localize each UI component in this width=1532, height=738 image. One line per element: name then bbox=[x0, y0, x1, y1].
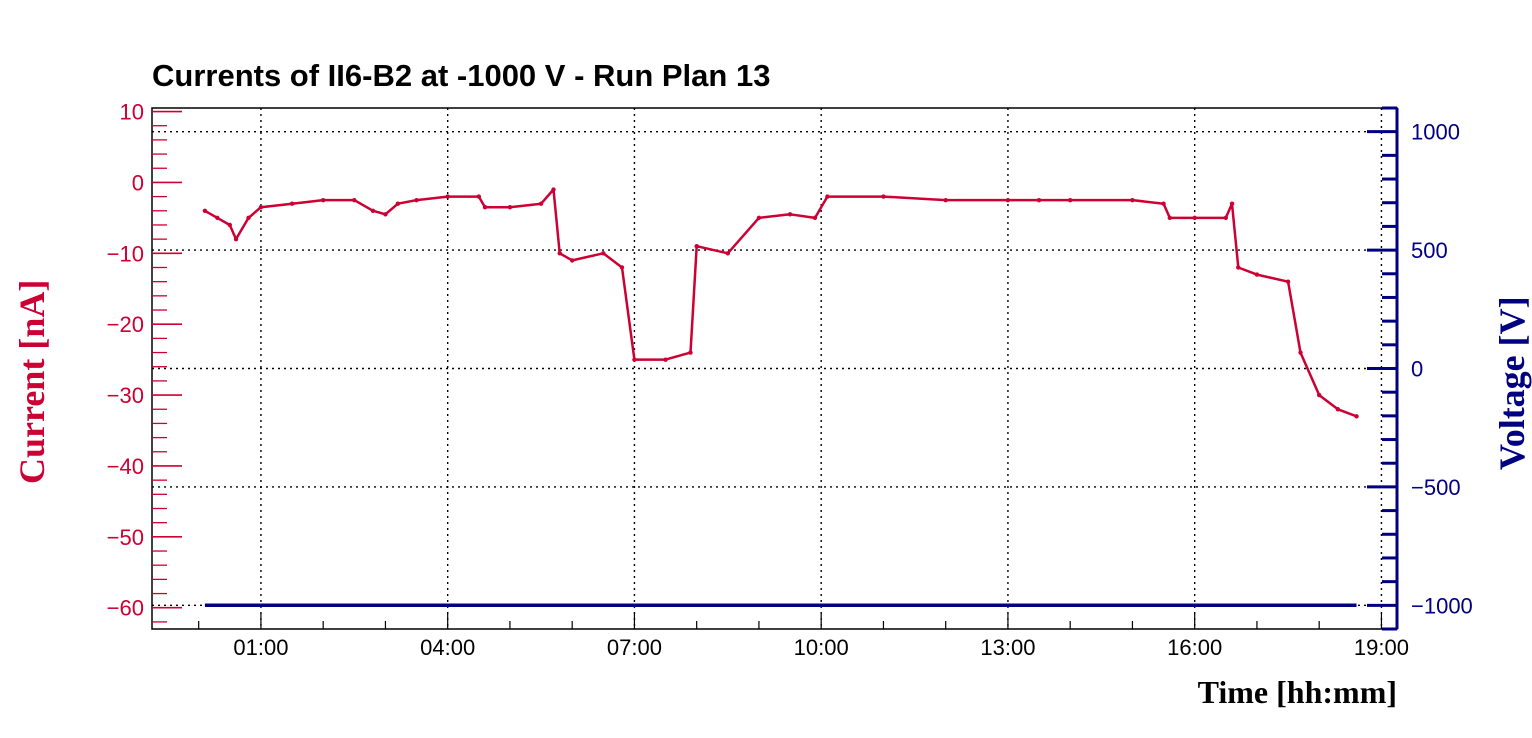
x-tick-label: 10:00 bbox=[794, 635, 849, 660]
current-point bbox=[507, 205, 513, 210]
current-point bbox=[482, 205, 488, 210]
current-point bbox=[557, 251, 562, 256]
current-point bbox=[1254, 272, 1260, 277]
current-point bbox=[233, 236, 239, 242]
current-point bbox=[1067, 197, 1073, 203]
current-point bbox=[943, 197, 948, 203]
current-point bbox=[1036, 197, 1042, 203]
y-right-tick-label: −1000 bbox=[1411, 593, 1473, 618]
current-point bbox=[1229, 201, 1235, 206]
current-point bbox=[881, 194, 886, 199]
x-tick-label: 16:00 bbox=[1167, 635, 1222, 660]
current-point bbox=[383, 212, 388, 217]
y-right-tick-label: 1000 bbox=[1411, 120, 1460, 145]
current-point bbox=[825, 194, 830, 199]
grid bbox=[152, 108, 1397, 629]
y-left-tick-label: −20 bbox=[107, 312, 144, 337]
y-left-tick-label: −30 bbox=[107, 383, 144, 408]
y-left-tick-label: 10 bbox=[120, 100, 144, 125]
chart-title: Currents of II6-B2 at -1000 V - Run Plan… bbox=[152, 58, 770, 93]
y-left-tick-label: −50 bbox=[107, 525, 144, 550]
current-point bbox=[694, 244, 699, 249]
y-left-tick-label: −10 bbox=[107, 241, 144, 266]
y-left-tick-label: 0 bbox=[132, 170, 144, 195]
current-point bbox=[538, 201, 544, 206]
y-right-tick-label: 0 bbox=[1411, 357, 1423, 382]
current-point bbox=[246, 215, 251, 221]
x-tick-label: 07:00 bbox=[607, 635, 662, 660]
current-point bbox=[1236, 265, 1241, 270]
current-series bbox=[202, 187, 1359, 419]
current-point bbox=[663, 357, 668, 362]
current-point bbox=[227, 222, 233, 228]
x-tick-label: 13:00 bbox=[980, 635, 1035, 660]
current-point bbox=[1335, 407, 1341, 412]
current-point bbox=[202, 208, 208, 213]
current-point bbox=[569, 258, 575, 263]
y-left-tick-label: −40 bbox=[107, 454, 144, 479]
current-point bbox=[352, 197, 357, 203]
current-point bbox=[1285, 279, 1291, 284]
y-axis-right-title: Voltage [V] bbox=[1492, 296, 1532, 470]
current-point bbox=[1005, 197, 1011, 203]
current-point bbox=[1167, 215, 1172, 221]
current-point bbox=[619, 265, 625, 270]
current-line bbox=[204, 188, 1357, 418]
y-axis-left-title: Current [nA] bbox=[12, 280, 52, 484]
x-tick-label: 01:00 bbox=[233, 635, 288, 660]
current-point bbox=[688, 350, 693, 355]
current-point bbox=[551, 187, 556, 192]
y-right-tick-label: 500 bbox=[1411, 238, 1448, 263]
current-point bbox=[725, 251, 731, 256]
current-point bbox=[812, 215, 818, 221]
current-point bbox=[476, 194, 482, 199]
left-axis: 10 0 −10 −20 −30 −40 −50 −60 bbox=[107, 100, 182, 623]
current-point bbox=[395, 201, 401, 206]
current-point bbox=[601, 251, 606, 256]
right-axis: 1000 500 0 −500 −1000 bbox=[1367, 106, 1473, 631]
current-point bbox=[445, 194, 450, 199]
x-axis: 01:00 04:00 07:00 10:00 13:00 16:00 19:00 bbox=[198, 613, 1409, 660]
y-left-tick-label: −60 bbox=[107, 596, 144, 621]
current-point bbox=[1192, 215, 1197, 221]
y-right-tick-label: −500 bbox=[1411, 475, 1461, 500]
current-point bbox=[756, 215, 762, 221]
x-tick-label: 19:00 bbox=[1354, 635, 1409, 660]
current-point bbox=[289, 201, 295, 206]
current-point bbox=[414, 197, 419, 203]
current-point bbox=[320, 197, 326, 203]
current-point bbox=[1223, 215, 1229, 221]
current-point bbox=[1316, 392, 1322, 398]
current-point bbox=[1354, 414, 1359, 419]
x-tick-label: 04:00 bbox=[420, 635, 475, 660]
current-point bbox=[370, 208, 376, 213]
current-point bbox=[215, 215, 220, 221]
current-point bbox=[1161, 201, 1166, 206]
current-point bbox=[1298, 350, 1303, 355]
current-point bbox=[632, 357, 637, 362]
current-point bbox=[258, 205, 264, 210]
current-point bbox=[1130, 197, 1135, 203]
current-point bbox=[787, 212, 793, 217]
x-axis-title: Time [hh:mm] bbox=[1198, 674, 1397, 710]
